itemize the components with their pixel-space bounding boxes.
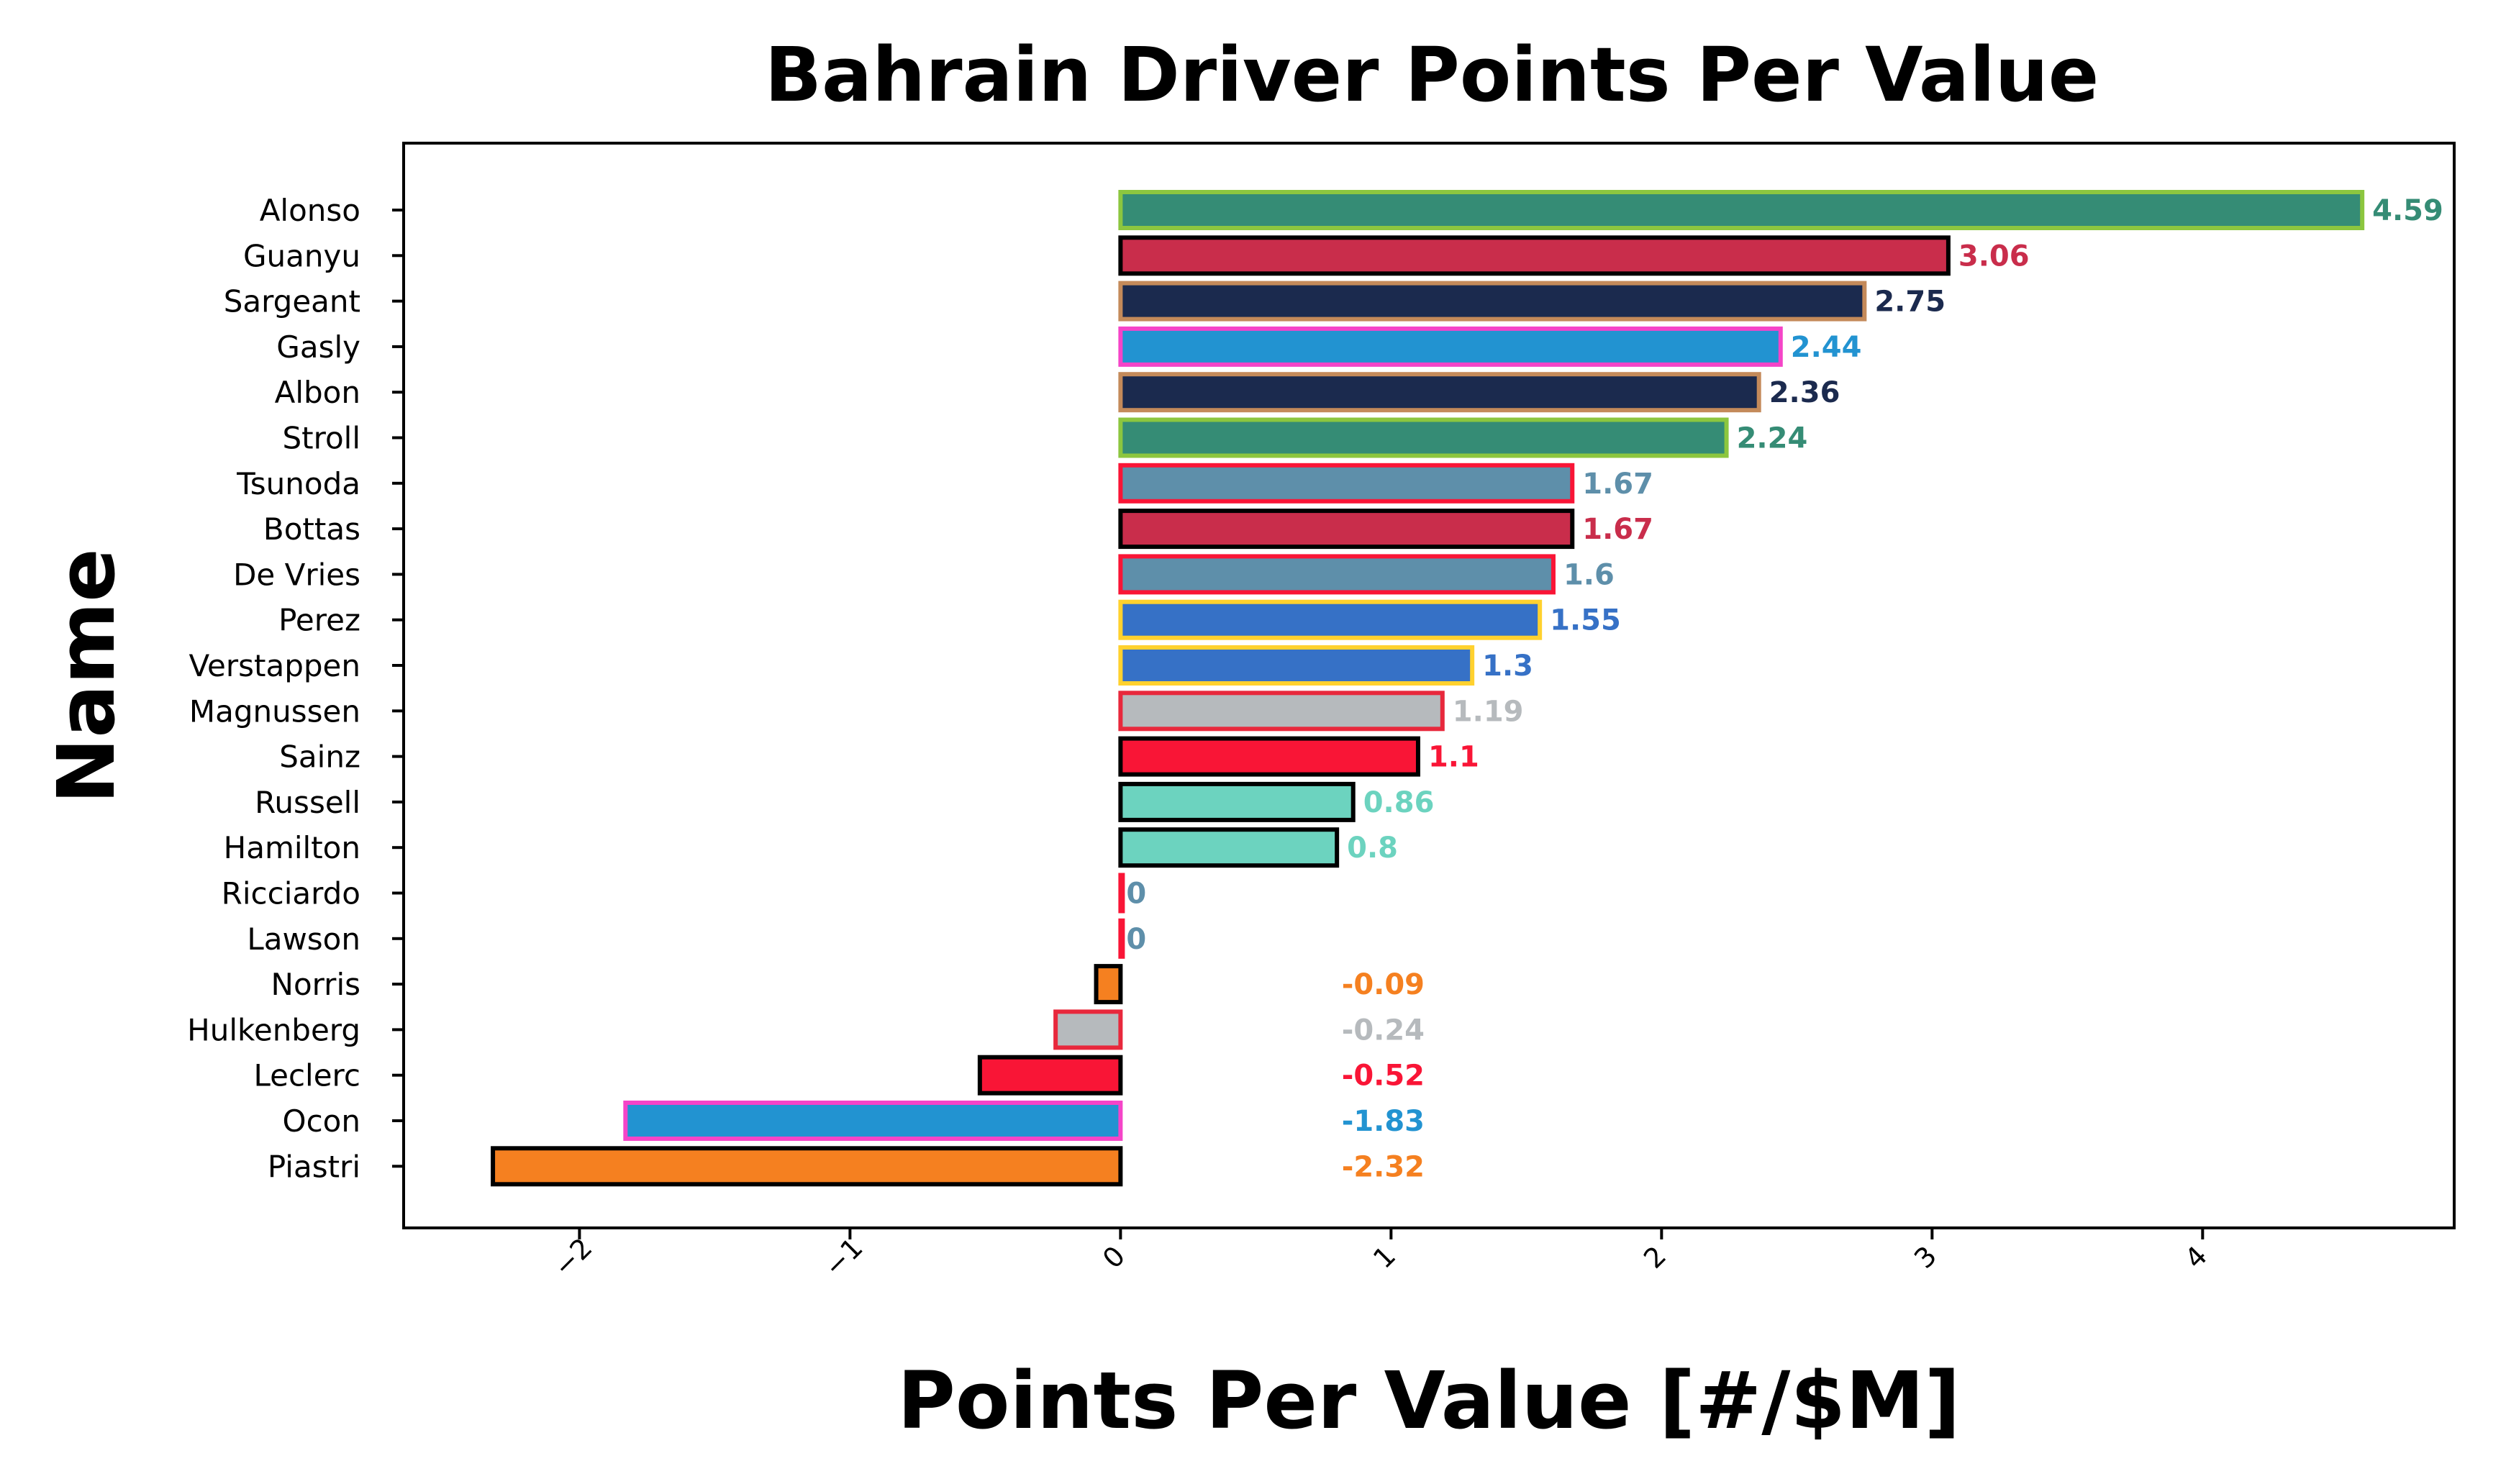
data-label: 3.06 bbox=[1958, 240, 2030, 273]
y-tick-label: Leclerc bbox=[253, 1058, 360, 1093]
y-tick-label: Hulkenberg bbox=[187, 1012, 360, 1047]
bar bbox=[1118, 827, 1340, 868]
y-tick-label: Ricciardo bbox=[222, 876, 360, 911]
data-label: 0.86 bbox=[1363, 786, 1435, 819]
y-tick-label: Sainz bbox=[279, 739, 360, 775]
data-label: -0.09 bbox=[1342, 968, 1425, 1001]
bar bbox=[1118, 190, 2365, 230]
data-label: 0 bbox=[1126, 878, 1146, 911]
y-tick-label: Stroll bbox=[282, 421, 360, 456]
bar bbox=[1118, 372, 1761, 413]
bar bbox=[1053, 1009, 1123, 1050]
y-tick-label: Ocon bbox=[283, 1103, 360, 1139]
data-label: -2.32 bbox=[1342, 1150, 1425, 1183]
data-label: 0 bbox=[1126, 923, 1146, 956]
y-tick-label: Sargeant bbox=[224, 284, 360, 319]
data-label: -1.83 bbox=[1342, 1105, 1425, 1138]
bar bbox=[491, 1146, 1123, 1187]
y-tick-label: Hamilton bbox=[224, 830, 360, 865]
bar bbox=[1118, 509, 1575, 550]
y-tick-label: Tsunoda bbox=[236, 466, 360, 501]
data-label: 1.19 bbox=[1453, 695, 1524, 728]
data-label: 2.24 bbox=[1737, 422, 1808, 455]
data-label: 1.6 bbox=[1563, 558, 1615, 591]
bar bbox=[1118, 326, 1783, 367]
y-tick-label: Guanyu bbox=[243, 238, 360, 273]
data-label: -0.52 bbox=[1342, 1060, 1425, 1093]
bar bbox=[1118, 417, 1729, 458]
data-label: 2.75 bbox=[1874, 286, 1946, 319]
y-tick-label: Bottas bbox=[263, 511, 360, 547]
data-label: 1.1 bbox=[1428, 741, 1479, 774]
data-label: 1.67 bbox=[1582, 513, 1653, 546]
bar bbox=[623, 1101, 1123, 1141]
bar bbox=[1118, 554, 1556, 595]
bar bbox=[1118, 781, 1356, 822]
bar bbox=[1118, 463, 1575, 504]
bar bbox=[1118, 918, 1125, 959]
chart-title: Bahrain Driver Points Per Value bbox=[765, 31, 2099, 119]
y-tick-label: De Vries bbox=[233, 557, 360, 592]
y-tick-label: Russell bbox=[255, 785, 360, 820]
bar bbox=[1118, 736, 1420, 777]
bar bbox=[977, 1055, 1123, 1096]
data-label: -0.24 bbox=[1342, 1014, 1425, 1047]
y-tick-label: Gasly bbox=[276, 329, 360, 365]
y-tick-label: Lawson bbox=[247, 921, 360, 957]
bar bbox=[1118, 691, 1445, 732]
data-label: 1.55 bbox=[1550, 604, 1621, 637]
bar bbox=[1118, 873, 1125, 914]
y-tick-label: Perez bbox=[278, 603, 360, 638]
bar bbox=[1094, 964, 1123, 1005]
x-axis-label: Points Per Value [#/$M] bbox=[897, 1355, 1960, 1447]
y-tick-label: Alonso bbox=[260, 193, 360, 228]
bar bbox=[1118, 281, 1867, 322]
data-label: 0.8 bbox=[1347, 832, 1398, 865]
y-tick-label: Piastri bbox=[268, 1149, 360, 1184]
y-tick-label: Albon bbox=[275, 375, 360, 410]
data-label: 1.67 bbox=[1582, 468, 1653, 501]
data-label: 1.3 bbox=[1482, 650, 1533, 683]
data-label: 2.44 bbox=[1791, 331, 1862, 364]
y-tick-label: Norris bbox=[271, 967, 360, 1002]
plot-frame bbox=[402, 142, 2456, 1229]
y-axis-label: Name bbox=[40, 548, 132, 804]
y-tick-label: Verstappen bbox=[189, 648, 360, 683]
y-tick-label: Magnussen bbox=[189, 693, 360, 729]
bar bbox=[1118, 235, 1951, 276]
data-label: 2.36 bbox=[1769, 376, 1840, 409]
bar bbox=[1118, 599, 1543, 640]
data-label: 4.59 bbox=[2372, 194, 2443, 227]
bar bbox=[1118, 645, 1475, 686]
